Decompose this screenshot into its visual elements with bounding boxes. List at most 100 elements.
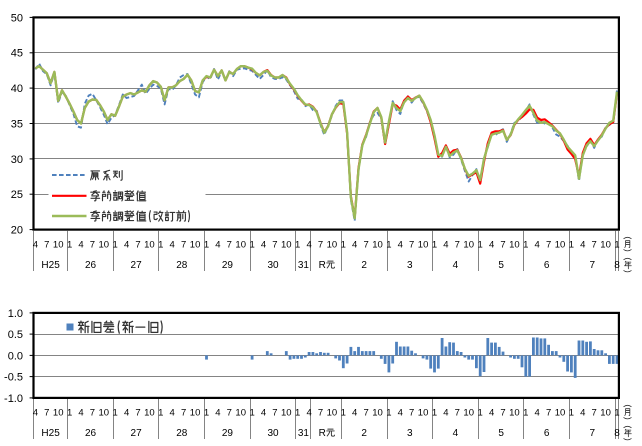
svg-text:7: 7 bbox=[227, 240, 232, 251]
svg-text:H25: H25 bbox=[41, 428, 60, 439]
svg-text:4: 4 bbox=[78, 408, 83, 419]
svg-text:27: 27 bbox=[131, 428, 143, 439]
svg-text:2: 2 bbox=[361, 260, 367, 271]
svg-text:5: 5 bbox=[498, 260, 504, 271]
svg-text:1: 1 bbox=[204, 240, 209, 251]
svg-text:10: 10 bbox=[372, 408, 383, 419]
svg-text:10: 10 bbox=[99, 408, 110, 419]
svg-text:10: 10 bbox=[555, 240, 566, 251]
svg-text:10: 10 bbox=[327, 240, 338, 251]
svg-text:7: 7 bbox=[44, 240, 49, 251]
svg-text:30: 30 bbox=[267, 428, 279, 439]
svg-text:10: 10 bbox=[509, 240, 520, 251]
svg-text:1: 1 bbox=[432, 408, 437, 419]
svg-text:4: 4 bbox=[352, 408, 357, 419]
svg-text:1: 1 bbox=[386, 408, 391, 419]
svg-text:10: 10 bbox=[418, 408, 429, 419]
svg-text:4: 4 bbox=[78, 240, 83, 251]
svg-text:4: 4 bbox=[453, 260, 459, 271]
svg-text:35: 35 bbox=[11, 118, 23, 130]
svg-text:7: 7 bbox=[44, 408, 49, 419]
svg-text:1: 1 bbox=[341, 408, 346, 419]
svg-text:10: 10 bbox=[418, 240, 429, 251]
svg-text:4: 4 bbox=[535, 240, 540, 251]
svg-text:1.0: 1.0 bbox=[8, 308, 23, 320]
svg-text:1: 1 bbox=[158, 240, 163, 251]
svg-text:7: 7 bbox=[181, 240, 186, 251]
svg-text:1: 1 bbox=[569, 240, 574, 251]
svg-text:R: R bbox=[319, 428, 326, 439]
svg-text:7: 7 bbox=[409, 240, 414, 251]
svg-text:4: 4 bbox=[33, 408, 38, 419]
svg-text:7: 7 bbox=[318, 408, 323, 419]
svg-text:0.0: 0.0 bbox=[8, 350, 23, 362]
svg-text:10: 10 bbox=[509, 408, 520, 419]
svg-text:1: 1 bbox=[295, 408, 300, 419]
svg-text:3: 3 bbox=[407, 260, 413, 271]
svg-text:7: 7 bbox=[272, 408, 277, 419]
svg-text:10: 10 bbox=[99, 240, 110, 251]
svg-text:1: 1 bbox=[432, 240, 437, 251]
svg-text:10: 10 bbox=[235, 240, 246, 251]
svg-text:10: 10 bbox=[600, 408, 611, 419]
svg-text:4: 4 bbox=[261, 408, 266, 419]
svg-text:6: 6 bbox=[544, 260, 550, 271]
svg-text:30: 30 bbox=[267, 260, 279, 271]
svg-text:28: 28 bbox=[176, 428, 188, 439]
svg-text:50: 50 bbox=[11, 12, 23, 24]
svg-text:5: 5 bbox=[498, 428, 504, 439]
svg-text:H25: H25 bbox=[41, 260, 60, 271]
svg-text:10: 10 bbox=[327, 408, 338, 419]
svg-text:20: 20 bbox=[11, 225, 23, 237]
svg-text:10: 10 bbox=[190, 240, 201, 251]
svg-text:7: 7 bbox=[363, 408, 368, 419]
svg-text:10: 10 bbox=[555, 408, 566, 419]
svg-text:1: 1 bbox=[478, 408, 483, 419]
svg-text:1: 1 bbox=[523, 240, 528, 251]
svg-text:1: 1 bbox=[249, 240, 254, 251]
svg-text:4: 4 bbox=[580, 240, 585, 251]
svg-text:7: 7 bbox=[500, 240, 505, 251]
svg-text:26: 26 bbox=[85, 260, 97, 271]
svg-text:10: 10 bbox=[281, 240, 292, 251]
svg-text:1: 1 bbox=[523, 408, 528, 419]
svg-text:4: 4 bbox=[580, 408, 585, 419]
svg-text:10: 10 bbox=[190, 408, 201, 419]
svg-text:4: 4 bbox=[170, 408, 175, 419]
svg-text:7: 7 bbox=[592, 240, 597, 251]
svg-text:7: 7 bbox=[500, 408, 505, 419]
svg-text:7: 7 bbox=[90, 408, 95, 419]
svg-text:4: 4 bbox=[124, 408, 129, 419]
svg-text:4: 4 bbox=[398, 240, 403, 251]
svg-text:30: 30 bbox=[11, 154, 23, 166]
svg-text:8: 8 bbox=[614, 428, 620, 439]
svg-text:45: 45 bbox=[11, 48, 23, 60]
svg-text:10: 10 bbox=[53, 240, 64, 251]
svg-text:7: 7 bbox=[455, 408, 460, 419]
svg-text:27: 27 bbox=[131, 260, 143, 271]
svg-text:31: 31 bbox=[298, 260, 310, 271]
svg-text:4: 4 bbox=[306, 240, 311, 251]
svg-text:10: 10 bbox=[281, 408, 292, 419]
svg-text:10: 10 bbox=[235, 408, 246, 419]
svg-text:10: 10 bbox=[600, 240, 611, 251]
svg-text:7: 7 bbox=[181, 408, 186, 419]
svg-text:1: 1 bbox=[67, 240, 72, 251]
svg-text:4: 4 bbox=[170, 240, 175, 251]
svg-text:25: 25 bbox=[11, 189, 23, 201]
svg-text:4: 4 bbox=[398, 408, 403, 419]
svg-text:4: 4 bbox=[215, 240, 220, 251]
svg-text:4: 4 bbox=[306, 408, 311, 419]
svg-text:10: 10 bbox=[463, 240, 474, 251]
svg-text:1: 1 bbox=[569, 408, 574, 419]
svg-text:10: 10 bbox=[372, 240, 383, 251]
svg-text:4: 4 bbox=[33, 240, 38, 251]
svg-text:4: 4 bbox=[261, 240, 266, 251]
svg-text:3: 3 bbox=[407, 428, 413, 439]
svg-text:1: 1 bbox=[295, 240, 300, 251]
svg-text:4: 4 bbox=[453, 428, 459, 439]
svg-text:1: 1 bbox=[249, 408, 254, 419]
svg-text:4: 4 bbox=[352, 240, 357, 251]
svg-text:7: 7 bbox=[227, 408, 232, 419]
svg-text:0.5: 0.5 bbox=[8, 329, 23, 341]
